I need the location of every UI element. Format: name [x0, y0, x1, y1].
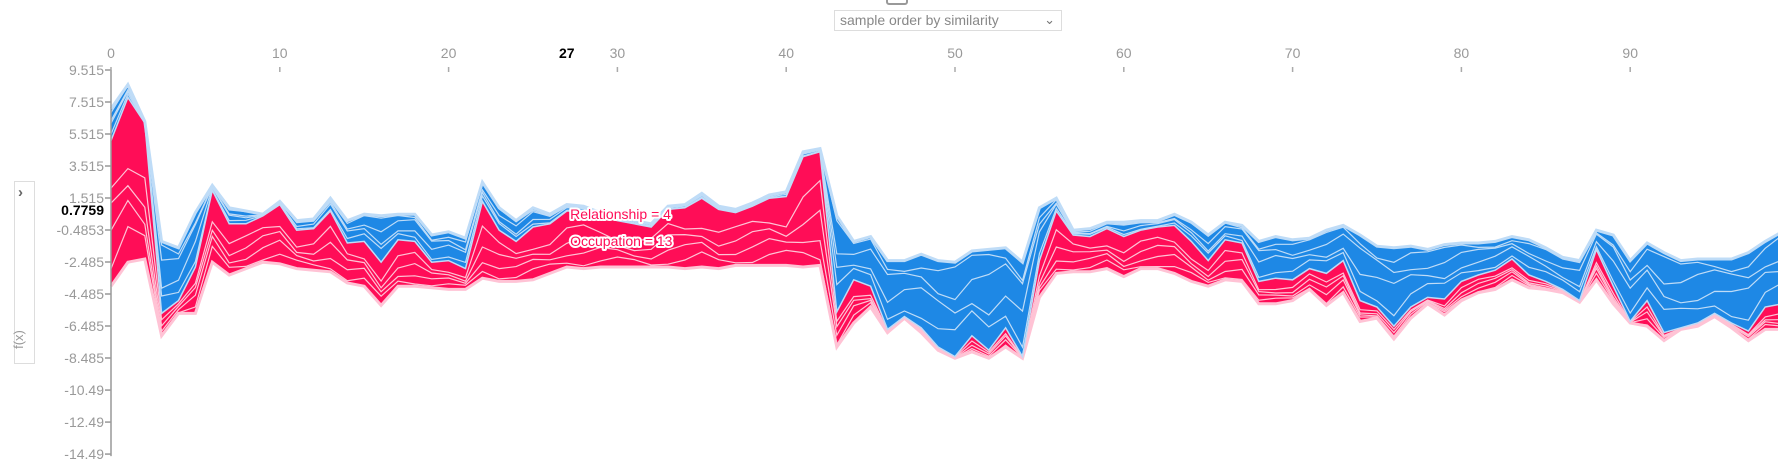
y-tick-label: -8.485 [64, 350, 104, 366]
y-tick-label: -4.485 [64, 286, 104, 302]
output-value-line [110, 95, 1778, 359]
sample-order-select-value: sample order by similarity [840, 12, 999, 28]
x-tick-label: 20 [441, 45, 457, 61]
y-tick-label: -0.4853 [57, 222, 105, 238]
x-tick-label: 80 [1454, 45, 1470, 61]
y-tick-label: 7.515 [69, 94, 104, 110]
negative-area [111, 84, 1778, 357]
x-tick-label: 60 [1116, 45, 1132, 61]
negative-feature-line [110, 92, 1778, 349]
x-tick-label: 90 [1622, 45, 1638, 61]
y-tick-label: 1.515 [69, 190, 104, 206]
y-tick-label: -6.485 [64, 318, 104, 334]
x-tick-label: 0 [107, 45, 115, 61]
chevron-down-icon: ⌄ [1044, 12, 1055, 27]
negative-feature-line [110, 90, 1778, 316]
feature-label: Occupation = 13 [570, 233, 673, 249]
negative-feature-line [110, 88, 1778, 301]
base-value-label: 0.7759 [61, 202, 104, 218]
y-tick-label: -10.49 [64, 382, 104, 398]
positive-bottom-edge [109, 257, 1778, 361]
y-tick-label: -2.485 [64, 254, 104, 270]
toolbar-icon[interactable] [886, 0, 908, 5]
x-tick-label: 50 [947, 45, 963, 61]
y-tick-label: -14.49 [64, 446, 104, 462]
y-tick-label: 5.515 [69, 126, 104, 142]
x-tick-label: 40 [778, 45, 794, 61]
y-tick-label: 3.515 [69, 158, 104, 174]
x-tick-label: 30 [610, 45, 626, 61]
chevron-right-icon[interactable]: › [18, 184, 23, 201]
y-tick-label: -12.49 [64, 414, 104, 430]
x-tick-label: 10 [272, 45, 288, 61]
hover-sample-label: 27 [559, 45, 575, 61]
negative-feature-line [110, 84, 1778, 282]
negative-top-edge [109, 81, 1778, 265]
x-tick-label: 70 [1285, 45, 1301, 61]
y-axis-selector[interactable]: › f(x) [10, 181, 35, 364]
feature-label: Relationship = 4 [570, 206, 671, 222]
y-tick-label: 9.515 [69, 62, 104, 78]
sample-order-select[interactable]: sample order by similarity ⌄ [834, 10, 1062, 31]
y-axis-selector-label: f(x) [10, 330, 26, 349]
